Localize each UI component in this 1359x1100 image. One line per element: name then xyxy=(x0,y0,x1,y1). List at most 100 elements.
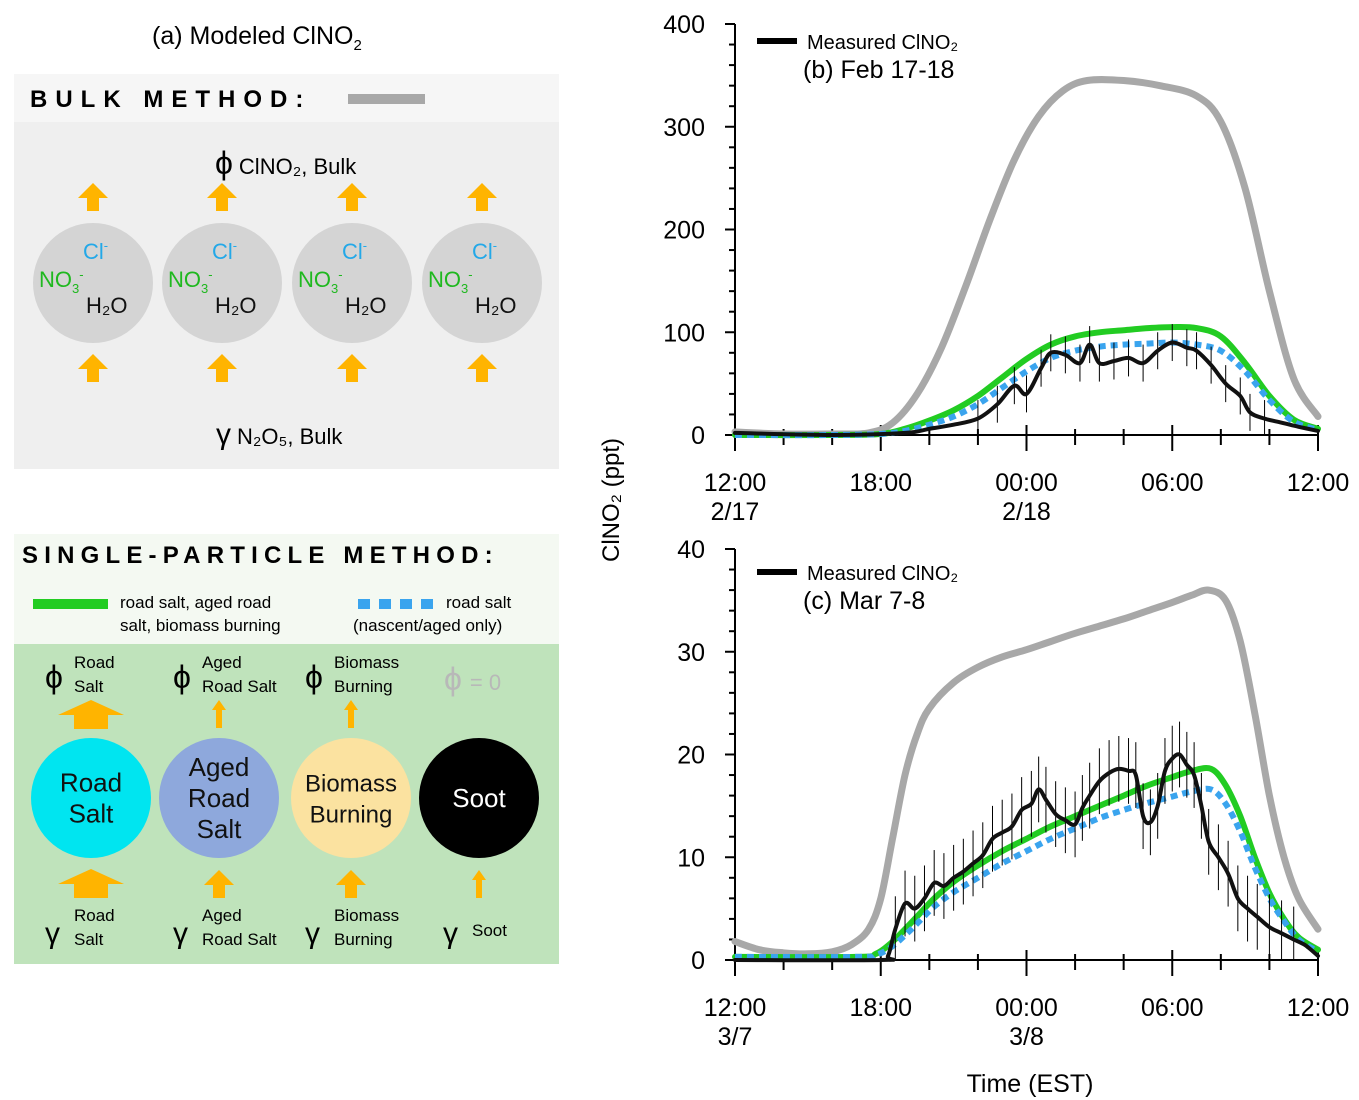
particle-label: Biomass xyxy=(305,771,397,798)
water-label: H₂O xyxy=(215,293,257,318)
measured-legend-label: Measured ClNO₂ xyxy=(807,563,958,585)
x-axis-label: Time (EST) xyxy=(967,1070,1094,1098)
y-tick-label: 10 xyxy=(677,844,705,872)
bulk-particle: Cl- NO3-H₂O xyxy=(292,183,412,382)
arrow-icon xyxy=(58,869,124,898)
y-tick-label: 0 xyxy=(691,422,705,450)
gamma-icon: γ xyxy=(443,917,458,950)
nitrate-label: NO3- xyxy=(168,267,213,296)
chloride-label: Cl- xyxy=(342,238,367,264)
chloride-label: Cl- xyxy=(83,238,108,264)
up-arrow-icon xyxy=(467,183,497,211)
up-arrow-icon xyxy=(337,183,367,211)
bulk-header-bg xyxy=(14,74,559,122)
particle-label: Road xyxy=(60,768,122,798)
bulk-phi-label: ϕ ClNO₂, Bulk xyxy=(215,145,357,181)
up-arrow-icon xyxy=(78,354,108,382)
arrow-icon xyxy=(78,354,108,382)
chloride-label: Cl- xyxy=(212,238,237,264)
bulk-particle-circle xyxy=(422,223,542,343)
phi-icon: ϕ xyxy=(215,145,233,181)
phi-icon: ϕ xyxy=(173,659,191,695)
up-arrow-icon xyxy=(467,354,497,382)
measured-legend-label: Measured ClNO₂ xyxy=(807,32,958,54)
arrow-icon xyxy=(467,354,497,382)
particle-circle xyxy=(31,738,151,858)
bulk-gamma-label: γ N₂O₅, Bulk xyxy=(216,418,343,451)
single-heading: SINGLE-PARTICLE METHOD: xyxy=(22,542,499,569)
measured-series-line xyxy=(733,340,1320,437)
particle-circle xyxy=(291,738,411,858)
bulk-particle: Cl- NO3-H₂O xyxy=(422,183,542,382)
single-particle-blue-series-line xyxy=(734,339,1319,439)
y-tick-label: 40 xyxy=(677,536,705,564)
bulk-particle-circle xyxy=(292,223,412,343)
x-tick-label: 18:00 xyxy=(849,994,912,1022)
phi-icon: ϕ xyxy=(444,661,462,697)
y-tick-label: 100 xyxy=(663,319,705,347)
particle-circle xyxy=(159,738,279,858)
bulk-series-line xyxy=(731,586,1322,958)
x-tick-date-label: 2/18 xyxy=(1002,498,1051,526)
arrow-icon xyxy=(207,183,237,211)
x-tick-label: 12:00 xyxy=(704,469,767,497)
y-tick-label: 0 xyxy=(691,947,705,975)
blue-legend-line1: road salt xyxy=(446,593,511,612)
arrow-icon xyxy=(472,870,486,898)
gamma-icon: γ xyxy=(305,917,320,950)
x-tick-label: 00:00 xyxy=(995,469,1058,497)
single-particle: γ Soot Soot xyxy=(419,738,539,950)
arrow-icon xyxy=(337,354,367,382)
arrow-icon xyxy=(467,183,497,211)
nitrate-label: NO3- xyxy=(428,267,473,296)
particle-label: Burning xyxy=(310,802,393,829)
bulk-particle: Cl- NO3-H₂O xyxy=(162,183,282,382)
panel-a: (a) Modeled ClNO2 BULK METHOD: ϕ ClNO₂, B… xyxy=(14,22,559,964)
phi-source-label-2: Road Salt xyxy=(202,677,277,696)
x-tick-label: 18:00 xyxy=(849,469,912,497)
x-tick-date-label: 3/7 xyxy=(718,1023,753,1051)
panel-label: (b) Feb 17-18 xyxy=(803,56,954,84)
water-label: H₂O xyxy=(345,293,387,318)
phi-source-label-1: Biomass xyxy=(334,653,399,672)
up-arrow-icon xyxy=(337,354,367,382)
phi-source-label-2: Salt xyxy=(74,677,104,696)
up-arrow-icon xyxy=(212,700,226,728)
phi-source-label-1: Road xyxy=(74,653,115,672)
gamma-source-label-2: Burning xyxy=(334,930,393,949)
x-tick-label: 06:00 xyxy=(1141,469,1204,497)
x-tick-label: 12:00 xyxy=(1287,994,1350,1022)
up-arrow-icon xyxy=(58,700,124,729)
bulk-heading: BULK METHOD: xyxy=(30,86,311,113)
x-tick-date-label: 2/17 xyxy=(711,498,760,526)
arrow-icon xyxy=(344,700,358,728)
water-label: H₂O xyxy=(86,293,128,318)
gamma-icon: γ xyxy=(173,917,188,950)
y-tick-label: 20 xyxy=(677,742,705,770)
panel-a-title: (a) Modeled ClNO2 xyxy=(152,22,362,54)
arrow-icon xyxy=(337,183,367,211)
arrow-icon xyxy=(58,700,124,729)
up-arrow-icon xyxy=(58,869,124,898)
y-axis-label: ClNO₂ (ppt) xyxy=(598,438,625,562)
single-header-bg xyxy=(14,534,559,644)
nitrate-label: NO3- xyxy=(298,267,343,296)
gamma-source-label-2: Road Salt xyxy=(202,930,277,949)
up-arrow-icon xyxy=(78,183,108,211)
measured-error-bars xyxy=(894,721,1295,960)
gamma-icon: γ xyxy=(45,917,60,950)
x-tick-label: 00:00 xyxy=(995,994,1058,1022)
nitrate-label: NO3- xyxy=(39,267,84,296)
single-particle-blue-series-line xyxy=(734,785,1320,961)
y-tick-label: 200 xyxy=(663,217,705,245)
up-arrow-icon xyxy=(344,700,358,728)
bulk-particle: Cl- NO3-H₂O xyxy=(33,183,153,382)
particle-label: Road xyxy=(188,783,250,813)
up-arrow-icon xyxy=(472,870,486,898)
gamma-source-label-1: Biomass xyxy=(334,906,399,925)
phi-icon: ϕ xyxy=(45,659,63,695)
bulk-particle-circle xyxy=(162,223,282,343)
